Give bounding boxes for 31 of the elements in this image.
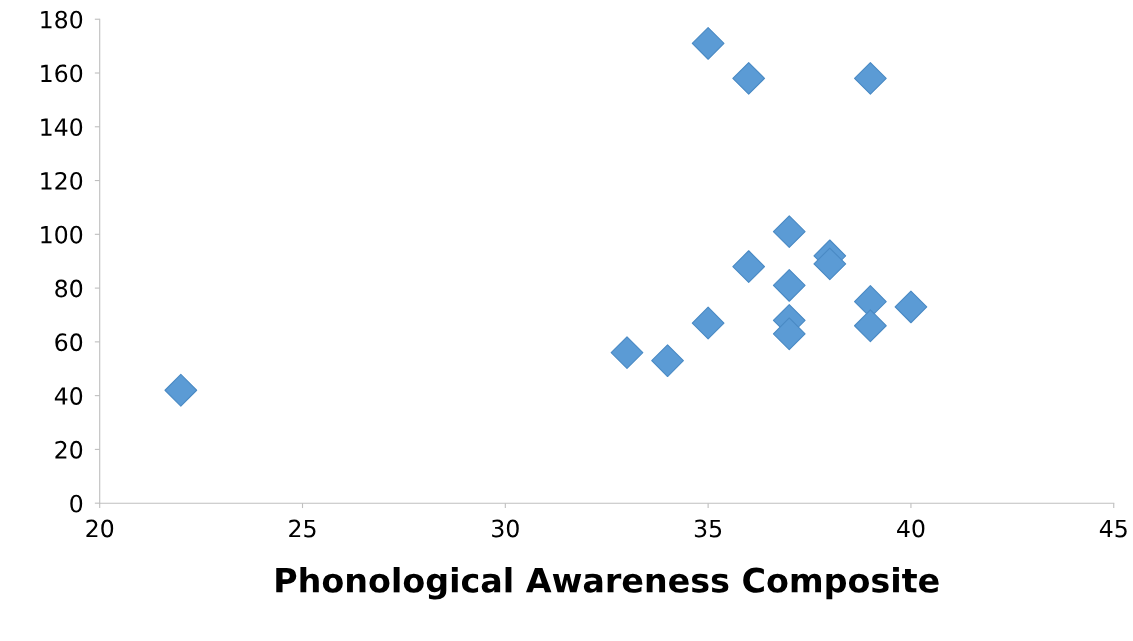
point <box>691 306 725 340</box>
x-tick-label: 20 <box>86 519 114 538</box>
x-tick-label: 30 <box>492 519 519 538</box>
y-tick-label: 160 <box>41 64 83 83</box>
point <box>732 250 766 283</box>
y-tick-label: 140 <box>41 118 83 137</box>
point <box>853 61 887 95</box>
x-tick-label: 35 <box>694 519 722 538</box>
y-tick-label: 0 <box>70 494 83 513</box>
y-tick-label: 20 <box>55 440 83 459</box>
point <box>813 247 847 281</box>
y-tick-label: 100 <box>41 225 83 244</box>
y-tick-label: 40 <box>54 387 83 405</box>
point <box>772 317 806 351</box>
point <box>853 309 887 343</box>
x-tick-label: 40 <box>897 519 925 538</box>
point <box>651 344 684 378</box>
point <box>894 290 928 324</box>
y-tick-label: 60 <box>55 333 83 352</box>
y-tick-label: 80 <box>55 279 83 298</box>
x-tick-label: 45 <box>1099 519 1127 538</box>
x-axis-title: Phonological Awareness Composite <box>276 567 939 600</box>
x-tick-label: 25 <box>289 519 316 538</box>
point <box>732 61 766 95</box>
y-tick-label: 120 <box>41 171 83 190</box>
point <box>772 215 806 249</box>
point <box>610 336 644 370</box>
point <box>691 27 725 60</box>
point <box>164 373 198 407</box>
y-tick-label: 180 <box>41 10 83 29</box>
point <box>772 269 806 302</box>
